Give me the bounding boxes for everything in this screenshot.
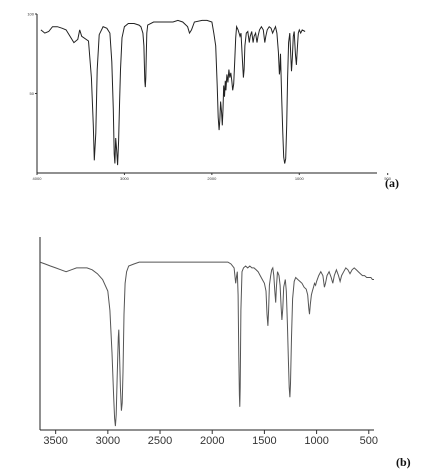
panel-label-a: (a) xyxy=(385,176,399,190)
panel-b-x-tick-label: 2000 xyxy=(200,435,224,447)
panel-a-x-tick-label: 4000 xyxy=(33,176,43,181)
panel-b-x-tick-label: 1000 xyxy=(304,435,328,447)
panel-a-x-tick-label: 3000 xyxy=(120,176,130,181)
panel-a-x-tick-label: 1000 xyxy=(295,176,305,181)
chart-panel-b: 3500 3000 2500 2000 1500 1000 500 (b) xyxy=(39,237,411,469)
panel-a-y-tick-label: 50 xyxy=(30,91,35,96)
panel-b-x-tick-label: 3500 xyxy=(43,435,67,447)
panel-a-y-tick-label: 100 xyxy=(27,12,34,17)
spectrum-line-a xyxy=(40,19,306,166)
spectrum-line-b xyxy=(39,261,374,427)
panel-b-x-tick-label: 2500 xyxy=(148,435,172,447)
panel-label-b: (b) xyxy=(396,455,411,469)
panel-b-x-tick-label: 500 xyxy=(360,435,378,447)
panel-a-x-tick-label: 500 xyxy=(384,176,391,181)
panel-b-x-tick-label: 3000 xyxy=(96,435,120,447)
panel-b-x-tick-label: 1500 xyxy=(252,435,276,447)
chart-panel-a: 100 50 4000 3000 2000 1000 500 (a) xyxy=(27,12,399,191)
panel-a-x-tick-label: 2000 xyxy=(207,176,217,181)
